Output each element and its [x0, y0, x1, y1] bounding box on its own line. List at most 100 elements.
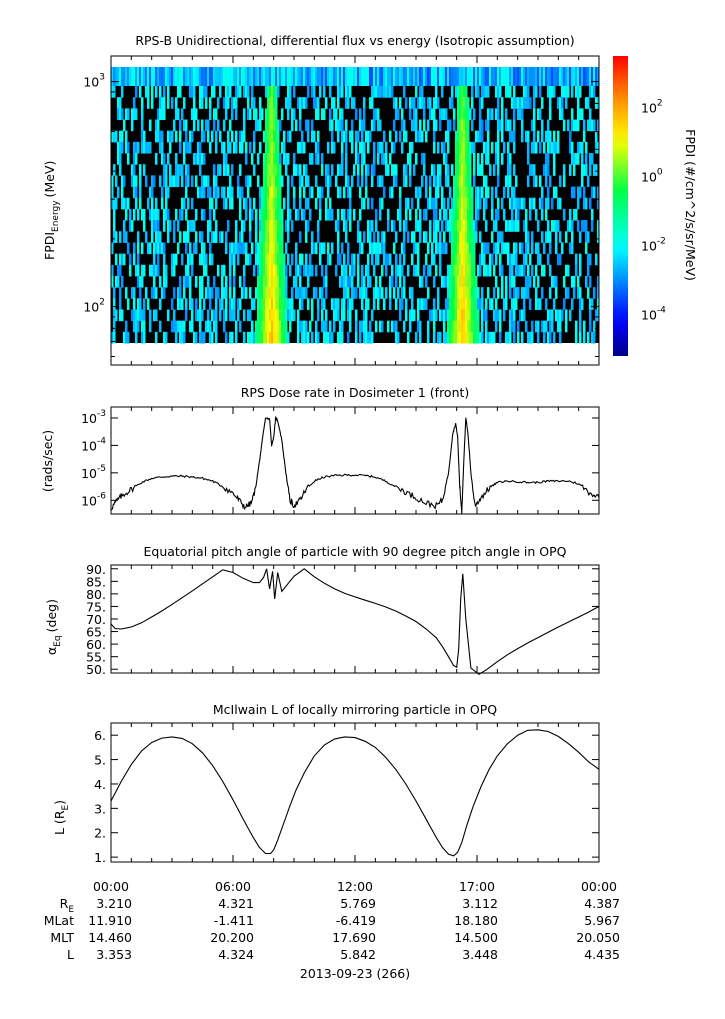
- spectrogram-cell: [269, 253, 272, 266]
- spectrogram-cell: [461, 86, 464, 98]
- spectrogram-cell: [543, 242, 546, 255]
- spectrogram-cell: [535, 67, 538, 86]
- spectrogram-cell: [373, 86, 376, 98]
- spectrogram-cell: [495, 275, 498, 288]
- spectrogram-cell: [499, 264, 502, 277]
- spectrogram-cell: [425, 67, 428, 86]
- spectrogram-cell: [141, 275, 144, 288]
- spectrogram-cell: [465, 287, 468, 299]
- spectrogram-cell: [551, 309, 554, 322]
- spectrogram-cell: [509, 309, 512, 322]
- spectrogram-cell: [523, 86, 526, 98]
- spectrogram-cell: [137, 242, 140, 255]
- spectrogram-cell: [327, 175, 330, 188]
- spectrogram-cell: [443, 141, 446, 154]
- spectrogram-cell: [255, 119, 258, 132]
- spectrogram-cell: [269, 298, 272, 310]
- spectrogram-cell: [307, 119, 310, 132]
- spectrogram-cell: [125, 287, 128, 299]
- spectrogram-cell: [265, 253, 268, 266]
- spectrogram-cell: [323, 275, 326, 288]
- spectrogram-cell: [201, 242, 204, 255]
- spectrogram-cell: [461, 164, 464, 176]
- spectrogram-cell: [417, 186, 420, 199]
- spectrogram-cell: [413, 231, 416, 243]
- spectrogram-cell: [463, 86, 466, 98]
- y-tick-label: 10-3: [81, 409, 106, 426]
- spectrogram-cell: [275, 141, 278, 154]
- colorbar-tick-label: 100: [641, 168, 663, 185]
- spectrogram-cell: [467, 164, 470, 176]
- spectrogram-cell: [515, 67, 518, 86]
- spectrogram-cell: [239, 208, 242, 221]
- spectrogram-cell: [135, 186, 138, 199]
- spectrogram-cell: [259, 320, 262, 333]
- spectrogram-cell: [291, 298, 294, 310]
- spectrogram-cell: [233, 141, 236, 154]
- spectrogram-cell: [337, 242, 340, 255]
- spectrogram-cell: [361, 264, 364, 277]
- spectrogram-cell: [271, 197, 274, 210]
- spectrogram-cell: [359, 119, 362, 132]
- spectrogram-cell: [459, 141, 462, 154]
- spectrogram-cell: [495, 298, 498, 310]
- spectrogram-cell: [345, 175, 348, 188]
- ephemeris-row-label: RE: [60, 896, 75, 915]
- spectrogram-cell: [281, 264, 284, 277]
- spectrogram-cell: [175, 175, 178, 188]
- spectrogram-cell: [247, 67, 250, 86]
- spectrogram-cell: [211, 287, 214, 299]
- spectrogram-cell: [591, 220, 594, 232]
- y-tick-label: 3.: [94, 801, 106, 816]
- spectrogram-cell: [263, 220, 266, 232]
- spectrogram-cell: [199, 253, 202, 266]
- spectrogram-cell: [457, 97, 460, 109]
- spectrogram-cell: [457, 287, 460, 299]
- spectrogram-cell: [283, 264, 286, 277]
- spectrogram-cell: [413, 108, 416, 121]
- spectrogram-cell: [157, 220, 160, 232]
- spectrogram-cell: [517, 97, 520, 109]
- spectrogram-cell: [249, 108, 252, 121]
- spectrogram-cell: [561, 67, 564, 86]
- spectrogram-cell: [591, 331, 594, 344]
- spectrogram-cell: [287, 331, 290, 344]
- spectrogram-cell: [453, 331, 456, 344]
- spectrogram-cell: [143, 331, 146, 344]
- spectrogram-cell: [349, 320, 352, 333]
- spectrogram-cell: [379, 242, 382, 255]
- spectrogram-cell: [315, 153, 318, 165]
- spectrogram-cell: [405, 309, 408, 322]
- spectrogram-cell: [379, 119, 382, 132]
- spectrogram-cell: [415, 153, 418, 165]
- spectrogram-cell: [577, 153, 580, 165]
- spectrogram-cell: [317, 309, 320, 322]
- spectrogram-cell: [247, 253, 250, 266]
- spectrogram-cell: [409, 153, 412, 165]
- spectrogram-cell: [467, 287, 470, 299]
- spectrogram-cell: [495, 108, 498, 121]
- spectrogram-cell: [269, 197, 272, 210]
- spectrogram-cell: [551, 220, 554, 232]
- spectrogram-cell: [471, 253, 474, 266]
- spectrogram-cell: [445, 164, 448, 176]
- spectrogram-cell: [381, 141, 384, 154]
- spectrogram-cell: [271, 264, 274, 277]
- spectrogram-cell: [381, 287, 384, 299]
- spectrogram-cell: [453, 287, 456, 299]
- spectrogram-cell: [163, 287, 166, 299]
- spectrogram-cell: [547, 186, 550, 199]
- spectrogram-cell: [281, 287, 284, 299]
- spectrogram-cell: [573, 153, 576, 165]
- spectrogram-cell: [191, 108, 194, 121]
- spectrogram-cell: [441, 186, 444, 199]
- spectrogram-cell: [371, 86, 374, 98]
- spectrogram-cell: [201, 331, 204, 344]
- spectrogram-cell: [225, 242, 228, 255]
- spectrogram-cell: [267, 264, 270, 277]
- spectrogram-cell: [485, 86, 488, 98]
- spectrogram-cell: [575, 208, 578, 221]
- spectrogram-cell: [449, 97, 452, 109]
- spectrogram-cell: [553, 164, 556, 176]
- spectrogram-cell: [457, 119, 460, 132]
